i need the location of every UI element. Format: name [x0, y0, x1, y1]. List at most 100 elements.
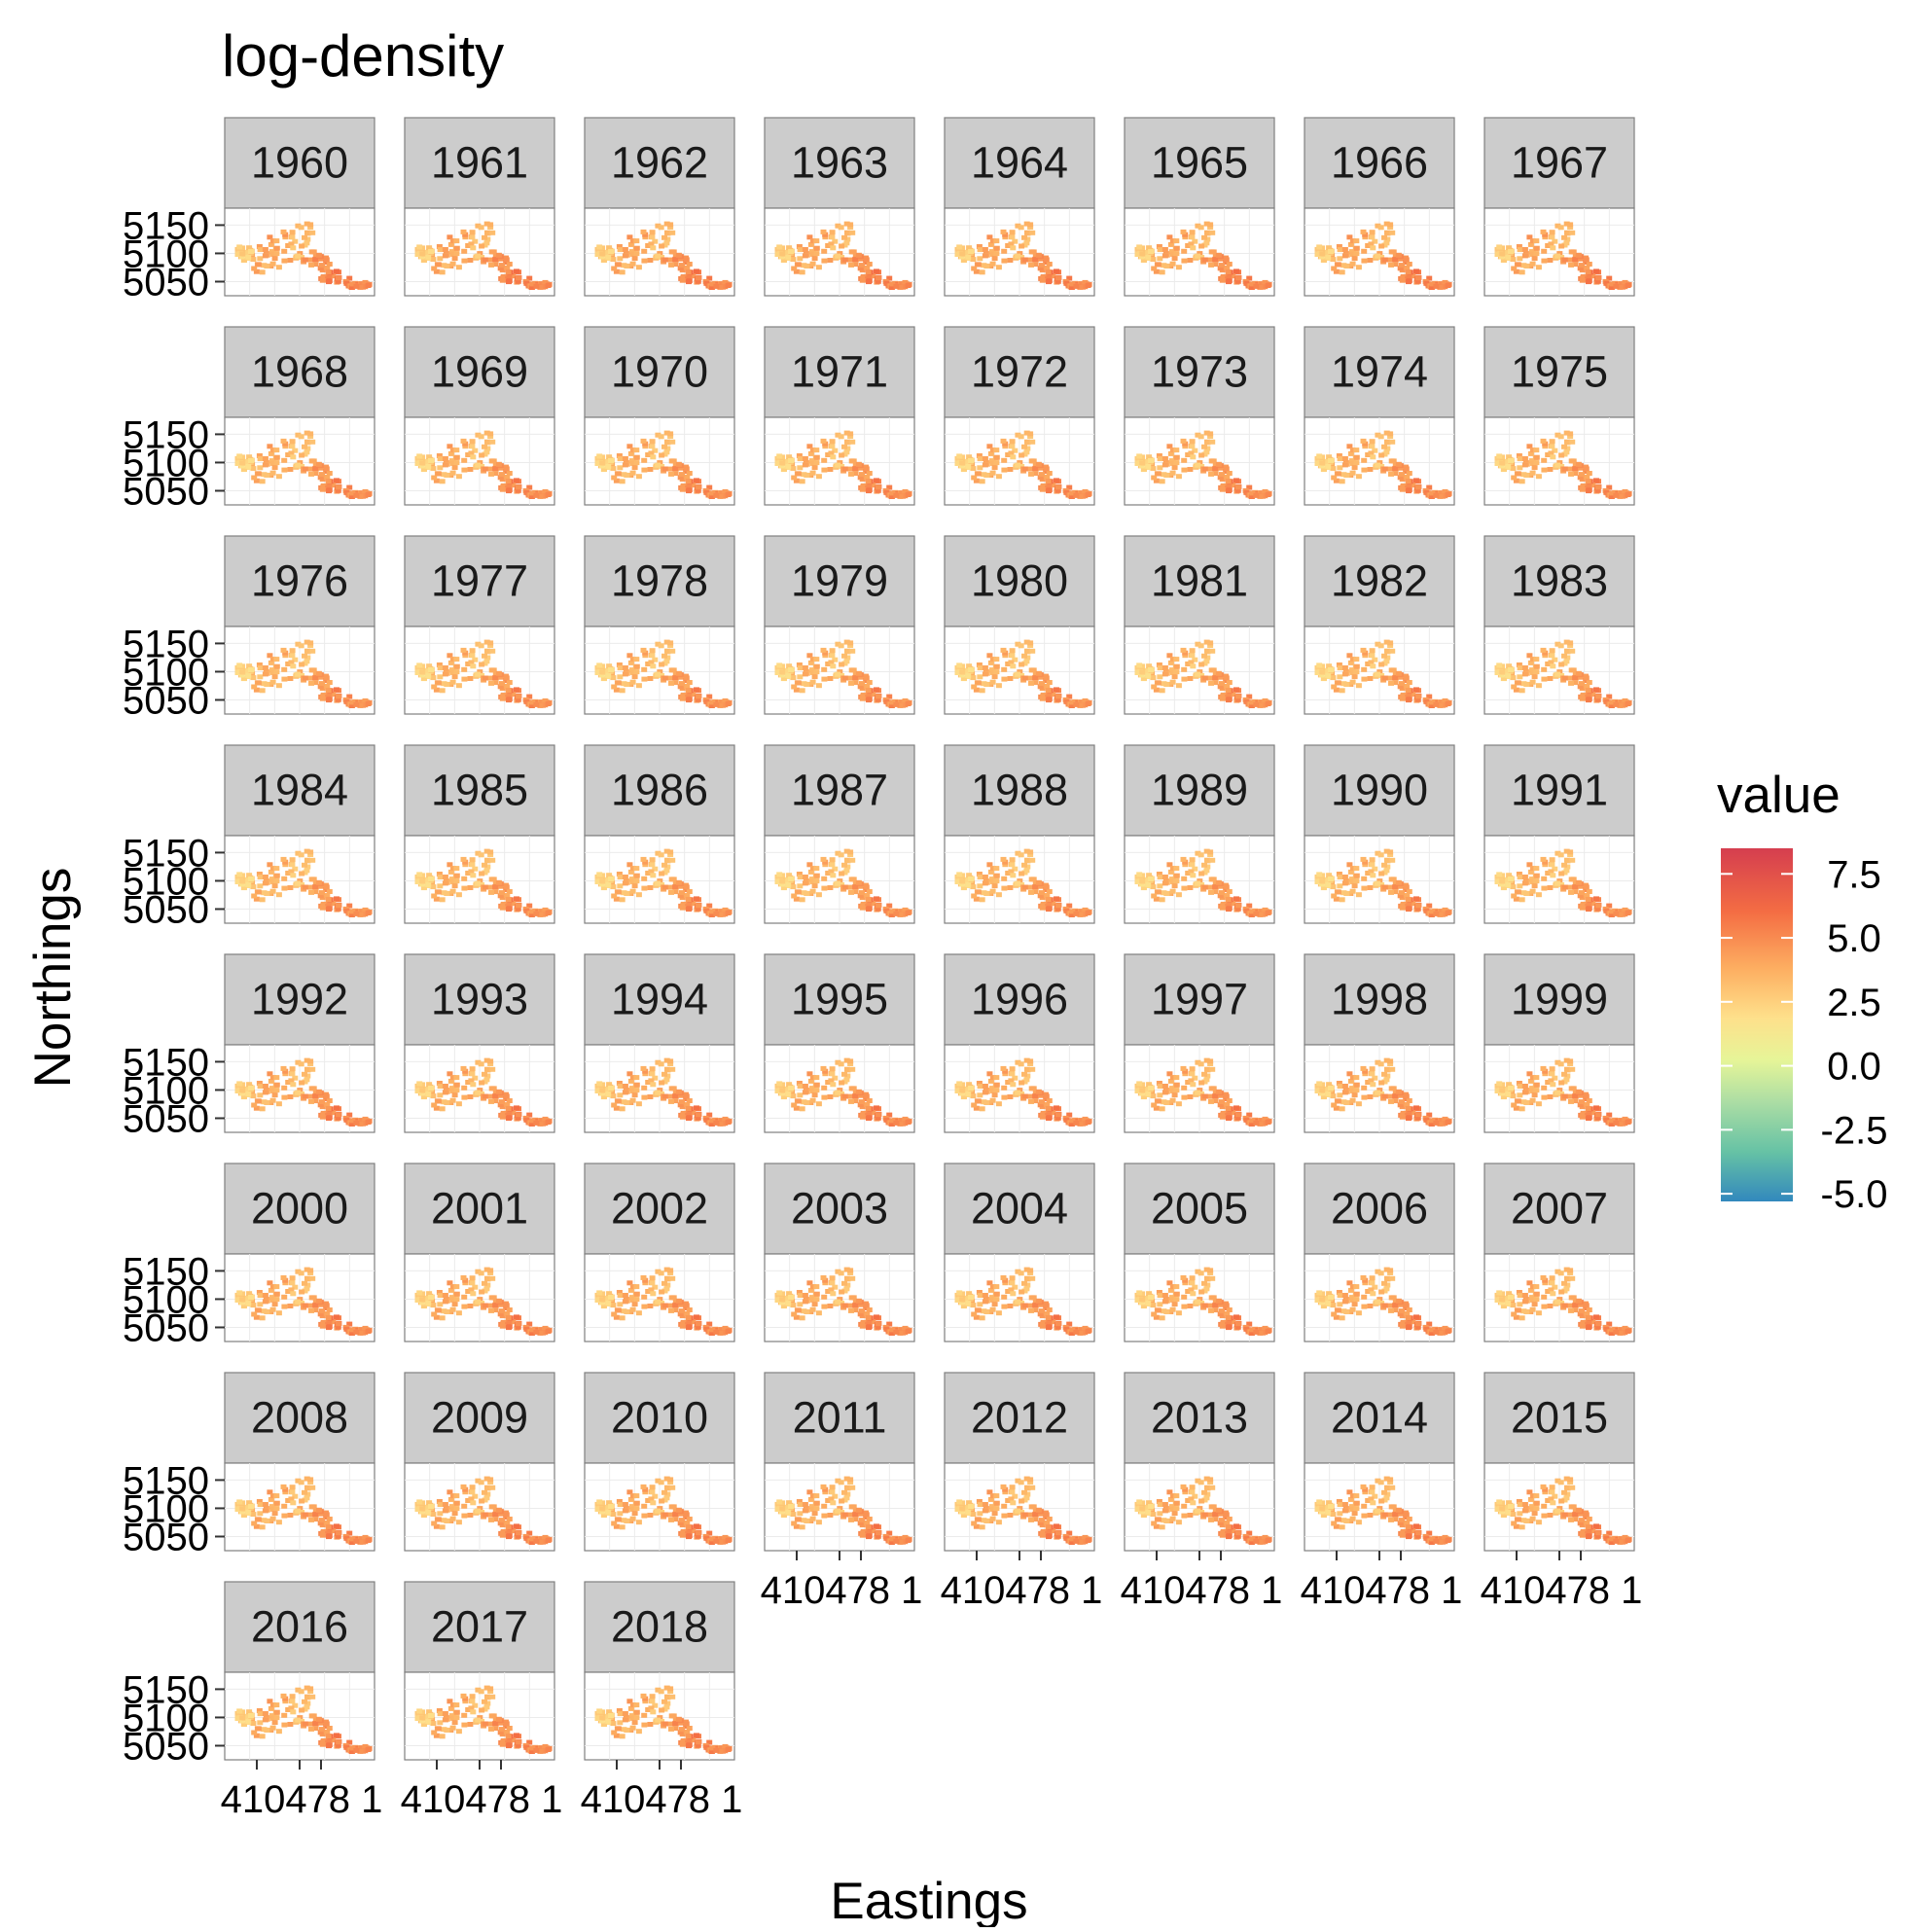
heatmap-cell [479, 225, 484, 230]
heatmap-cell [623, 253, 628, 258]
heatmap-cell [437, 256, 443, 261]
heatmap-cell [968, 877, 974, 881]
heatmap-cell [467, 467, 473, 472]
heatmap-cell [260, 897, 266, 902]
heatmap-cell [650, 873, 656, 877]
heatmap-cell [287, 258, 293, 263]
heatmap-cell [1031, 249, 1037, 254]
heatmap-cell [867, 262, 873, 267]
heatmap-cell [273, 460, 279, 465]
heatmap-cell [326, 269, 332, 274]
heatmap-cell [1499, 460, 1505, 465]
heatmap-cell [1208, 681, 1214, 686]
heatmap-cell [546, 283, 552, 288]
heatmap-cell [1342, 456, 1348, 461]
heatmap-cell [1576, 253, 1582, 258]
facet-panel: 1971 [765, 327, 914, 505]
facet-label: 1987 [791, 766, 888, 815]
heatmap-cell [273, 238, 279, 243]
heatmap-cell [659, 434, 664, 439]
heatmap-cell [1392, 466, 1398, 471]
heatmap-cell [650, 648, 656, 653]
heatmap-cell [1181, 249, 1187, 254]
heatmap-cell [821, 230, 827, 234]
heatmap-cell [694, 687, 699, 692]
heatmap-cell [1212, 257, 1218, 262]
heatmap-cell [867, 471, 873, 476]
heatmap-cell [812, 883, 818, 888]
heatmap-cell [859, 681, 865, 686]
heatmap-cell [1190, 857, 1196, 862]
heatmap-cell [860, 487, 866, 492]
heatmap-cell [1404, 675, 1410, 680]
heatmap-cell [299, 662, 304, 667]
heatmap-cell [450, 262, 456, 267]
heatmap-cell [1001, 458, 1007, 463]
heatmap-cell [686, 907, 692, 912]
heatmap-cell [1019, 872, 1024, 877]
heatmap-cell [641, 230, 647, 234]
heatmap-cell [1378, 643, 1384, 648]
heatmap-cell [425, 882, 431, 887]
heatmap-cell [1406, 269, 1412, 274]
heatmap-cell [1021, 863, 1027, 868]
heatmap-cell [428, 458, 434, 463]
chart-title: log-density [222, 23, 504, 89]
heatmap-cell [488, 263, 494, 268]
heatmap-cell [1533, 669, 1539, 674]
heatmap-cell [1044, 884, 1050, 889]
heatmap-cell [650, 439, 656, 444]
heatmap-cell [1533, 657, 1539, 662]
heatmap-cell [309, 440, 315, 445]
heatmap-cell [514, 268, 519, 273]
heatmap-cell [470, 648, 476, 653]
heatmap-cell [1353, 447, 1359, 452]
heatmap-cell [1626, 701, 1631, 706]
heatmap-cell [798, 875, 804, 879]
heatmap-cell [239, 460, 245, 465]
heatmap-cell [334, 268, 340, 273]
heatmap-cell [276, 683, 282, 688]
heatmap-cell [1350, 262, 1356, 267]
heatmap-cell [1027, 849, 1033, 854]
facet-label: 1976 [251, 556, 348, 606]
heatmap-cell [258, 247, 264, 252]
heatmap-cell [470, 245, 476, 250]
heatmap-cell [641, 677, 647, 682]
heatmap-cell [829, 862, 835, 867]
heatmap-cell [1387, 640, 1393, 645]
heatmap-cell [655, 672, 661, 677]
heatmap-cell [821, 648, 827, 653]
heatmap-cell [1508, 667, 1514, 672]
heatmap-cell [1532, 674, 1538, 679]
heatmap-cell [1517, 674, 1522, 679]
heatmap-cell [239, 669, 245, 674]
heatmap-cell [299, 852, 304, 857]
heatmap-cell [1361, 439, 1367, 444]
heatmap-cell [428, 667, 434, 672]
heatmap-cell [500, 487, 506, 492]
heatmap-cell [1009, 234, 1015, 239]
heatmap-cell [1613, 702, 1619, 707]
heatmap-cell [430, 675, 436, 680]
heatmap-cell [250, 884, 256, 889]
heatmap-cell [676, 253, 682, 258]
heatmap-cell [687, 262, 693, 267]
heatmap-cell [667, 431, 673, 436]
heatmap-cell [1190, 245, 1196, 250]
heatmap-cell [649, 234, 655, 239]
facet-panel: 1966 [1305, 118, 1454, 296]
heatmap-cell [842, 258, 848, 263]
heatmap-cell [492, 675, 498, 680]
heatmap-cell [257, 465, 263, 470]
heatmap-cell [1046, 488, 1052, 493]
heatmap-cell [312, 466, 318, 471]
heatmap-cell [813, 669, 819, 674]
heatmap-cell [821, 439, 827, 444]
heatmap-cell [324, 257, 330, 262]
heatmap-cell [1541, 667, 1547, 672]
heatmap-cell [608, 249, 614, 254]
heatmap-cell [893, 284, 899, 289]
heatmap-cell [272, 674, 278, 679]
heatmap-cell [1579, 681, 1585, 686]
